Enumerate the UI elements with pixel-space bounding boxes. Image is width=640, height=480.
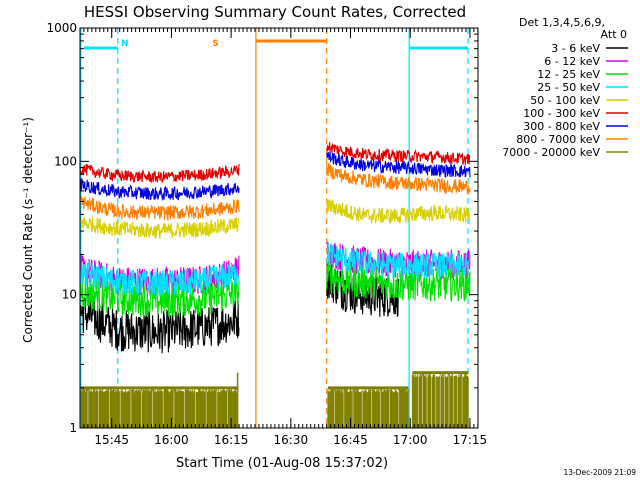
legend-label: 300 - 800 keV	[523, 120, 600, 133]
chart-title: HESSI Observing Summary Count Rates, Cor…	[84, 3, 466, 21]
x-tick-label: 16:30	[274, 433, 309, 447]
x-axis-label: Start Time (01-Aug-08 15:37:02)	[176, 456, 388, 471]
y-tick-label: 1	[69, 421, 77, 435]
x-tick-label: 16:15	[214, 433, 249, 447]
legend-label: 25 - 50 keV	[537, 81, 600, 94]
series-line	[326, 241, 471, 279]
timestamp: 13-Dec-2009 21:09	[563, 468, 636, 477]
legend-label: 50 - 100 keV	[530, 94, 600, 107]
legend-label: 3 - 6 keV	[551, 42, 600, 55]
series-line	[79, 195, 240, 221]
series-line	[79, 260, 240, 298]
x-tick-label: 16:45	[333, 433, 368, 447]
legend-label: 6 - 12 keV	[544, 55, 600, 68]
y-tick-label: 100	[54, 154, 77, 168]
legend-header: Det 1,3,4,5,6,9,	[519, 16, 605, 29]
x-tick-label: 15:45	[94, 433, 129, 447]
annotation-n: N	[121, 39, 129, 49]
series-line	[79, 178, 240, 202]
x-tick-label: 17:00	[393, 433, 428, 447]
series-line	[326, 162, 471, 196]
x-tick-label: 16:00	[154, 433, 189, 447]
y-axis-label: Corrected Count Rate (s⁻¹ detector⁻¹)	[21, 117, 35, 343]
y-tick-label: 10	[62, 288, 77, 302]
legend-label: 800 - 7000 keV	[516, 133, 600, 146]
series-line	[79, 163, 240, 184]
plot-marks: N S 1 10 100 1000 15:45 16:00 16:15 16:30 16:45 17:…	[46, 21, 487, 447]
legend-label: 7000 - 20000 keV	[502, 146, 600, 159]
legend-label: 100 - 300 keV	[523, 107, 600, 120]
series-line	[326, 151, 471, 178]
series-line	[326, 197, 471, 224]
legend-label: 12 - 25 keV	[537, 68, 600, 81]
series-line	[79, 296, 240, 354]
x-tick-label: 17:15	[453, 433, 488, 447]
y-tick-label: 1000	[46, 21, 77, 35]
series-line	[79, 216, 240, 239]
series-line	[79, 277, 240, 318]
legend-header: Att 0	[601, 28, 627, 41]
annotation-s: S	[212, 39, 218, 49]
